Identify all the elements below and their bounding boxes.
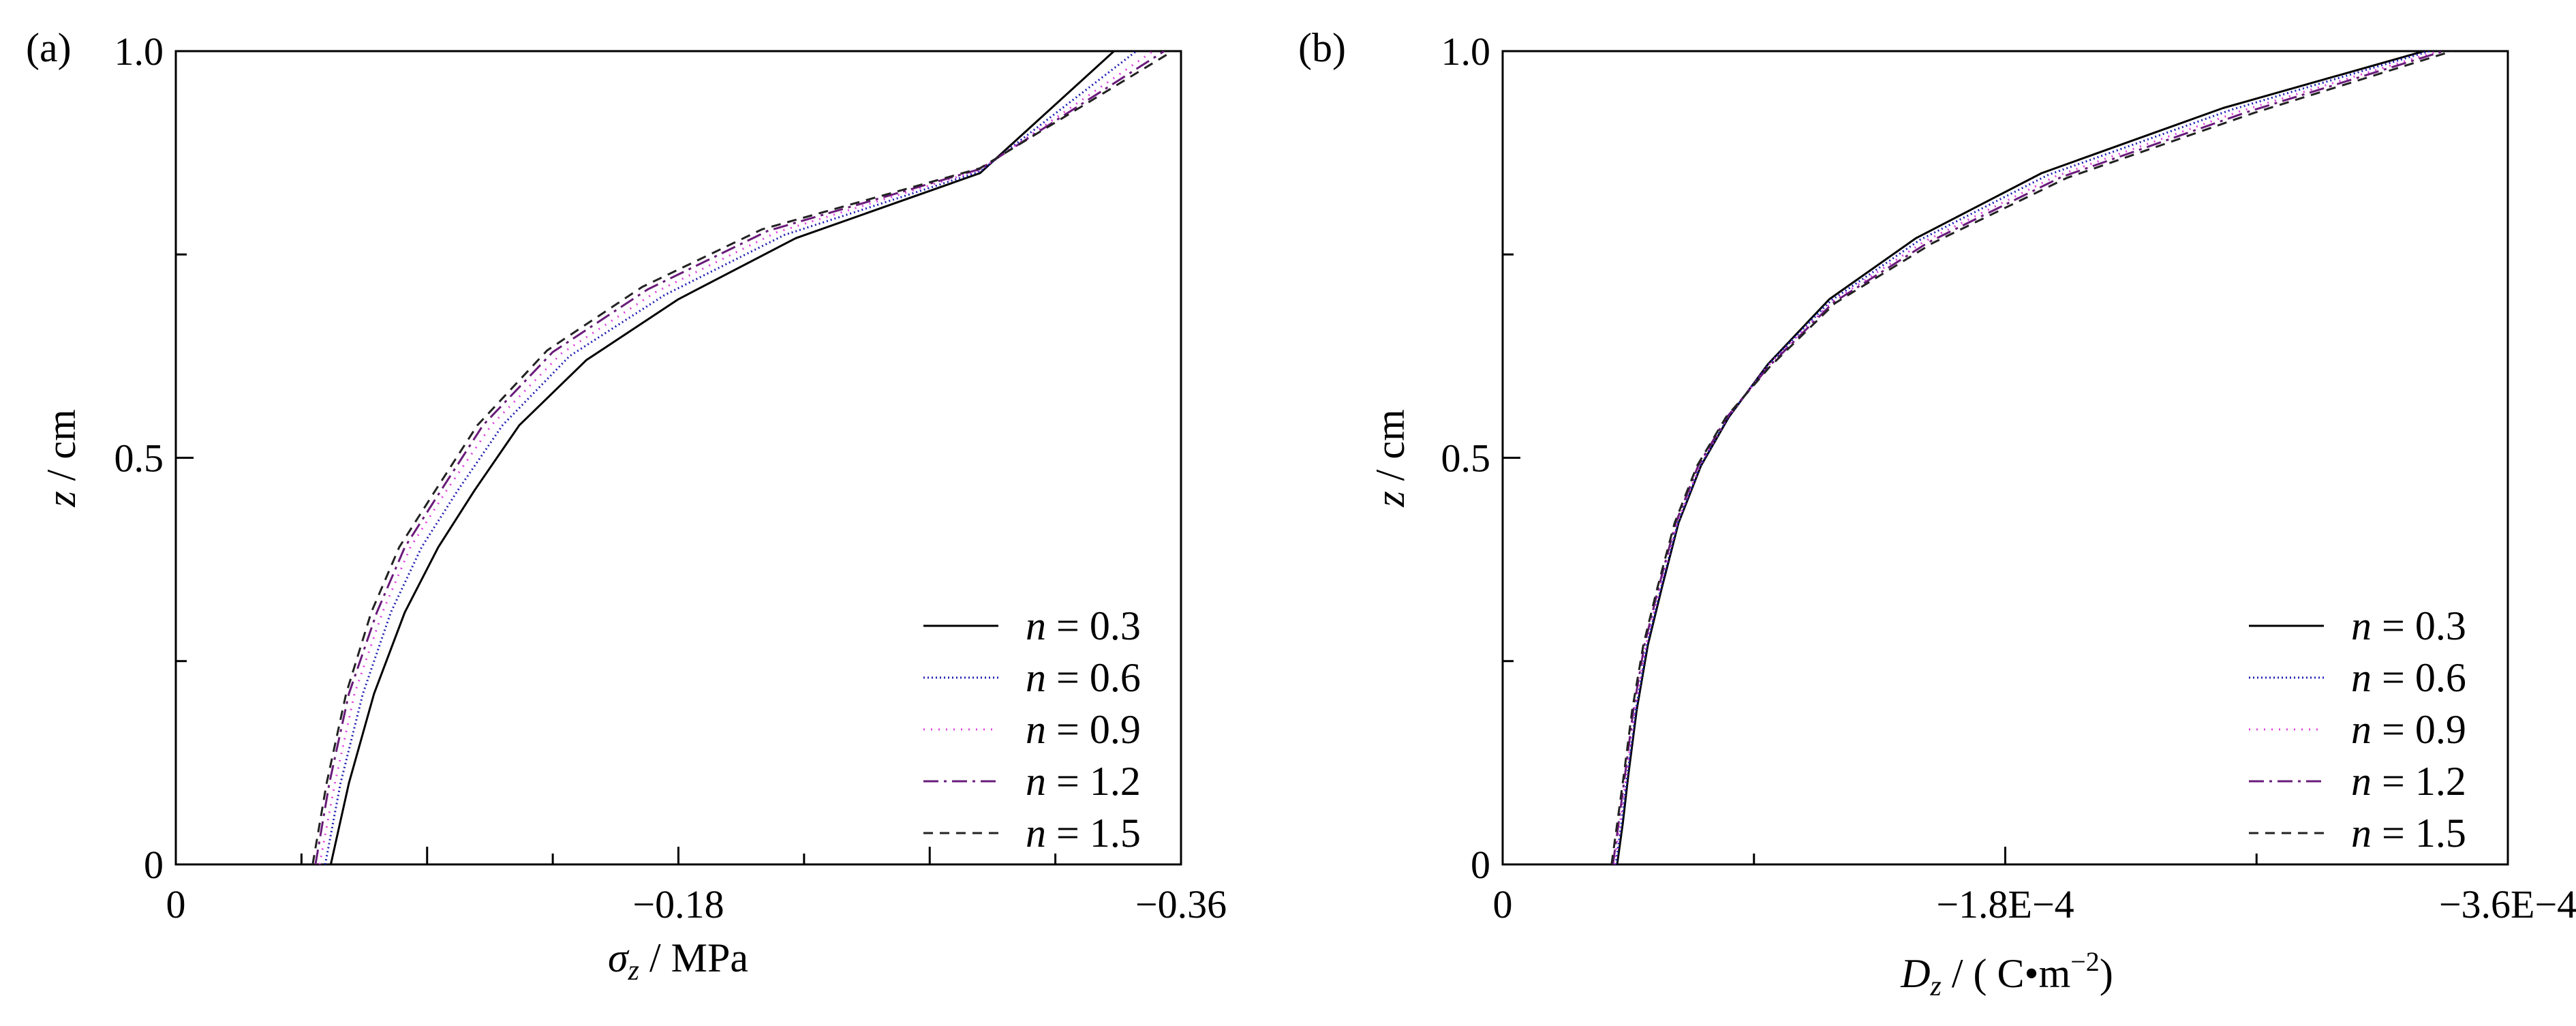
legend-label-n-1-2: n = 1.2 [1026,759,1141,804]
y-tick-label: 0.5 [114,436,164,481]
series-line-n-1-2 [1612,51,2444,864]
x-axis-title: σz / MPa [608,935,748,986]
y-tick-label: 0 [1471,843,1490,887]
x-tick-label: −0.36 [1135,882,1227,926]
legend-label-n-0-3: n = 0.3 [1026,603,1141,648]
legend-label-n-1-5: n = 1.5 [2351,811,2466,856]
legend-label-n-1-5: n = 1.5 [1026,811,1141,856]
y-tick-label: 1.0 [1441,29,1491,74]
y-tick-label: 0 [144,843,164,887]
y-tick-label: 1.0 [114,29,164,74]
series-line-n-0-3 [329,51,1115,864]
legend-label-n-0-6: n = 0.6 [1026,655,1141,700]
x-tick-label: −0.18 [632,882,724,926]
legend-label-n-0-9: n = 0.9 [2351,707,2466,752]
legend-label-n-1-2: n = 1.2 [2351,759,2466,804]
y-axis-title: z / cm [39,409,84,507]
series-line-n-0-6 [1614,51,2430,864]
legend-label-n-0-6: n = 0.6 [2351,655,2466,700]
series-line-n-0-9 [1613,51,2439,864]
legend-label-n-0-3: n = 0.3 [2351,603,2466,648]
x-tick-label: −3.6E−4 [2439,882,2576,926]
y-axis-title: z / cm [1368,409,1413,507]
panel-a-chart: 0 −0.18 −0.36 0 0.5 1.0 (a) σz / MPa z / cm n = 0… [26,25,1227,986]
x-tick-label: 0 [1493,882,1513,926]
series-line-n-0-3 [1616,51,2425,864]
panel-label: (a) [26,25,72,70]
series-line-n-1-5 [1610,51,2453,864]
panel-b-chart: 0 −1.8E−4 −3.6E−4 0 0.5 1.0 (b) Dz / ( C•m−2) z … [1298,25,2576,1002]
x-tick-label: 0 [166,882,186,926]
x-tick-label: −1.8E−4 [1936,882,2074,926]
series-line-n-1-2 [314,51,1165,864]
x-axis-title: Dz / ( C•m−2) [1900,946,2113,1002]
panel-label: (b) [1298,25,1346,70]
series-line-n-0-6 [324,51,1137,864]
legend-label-n-0-9: n = 0.9 [1026,707,1141,752]
y-tick-label: 0.5 [1441,436,1491,481]
